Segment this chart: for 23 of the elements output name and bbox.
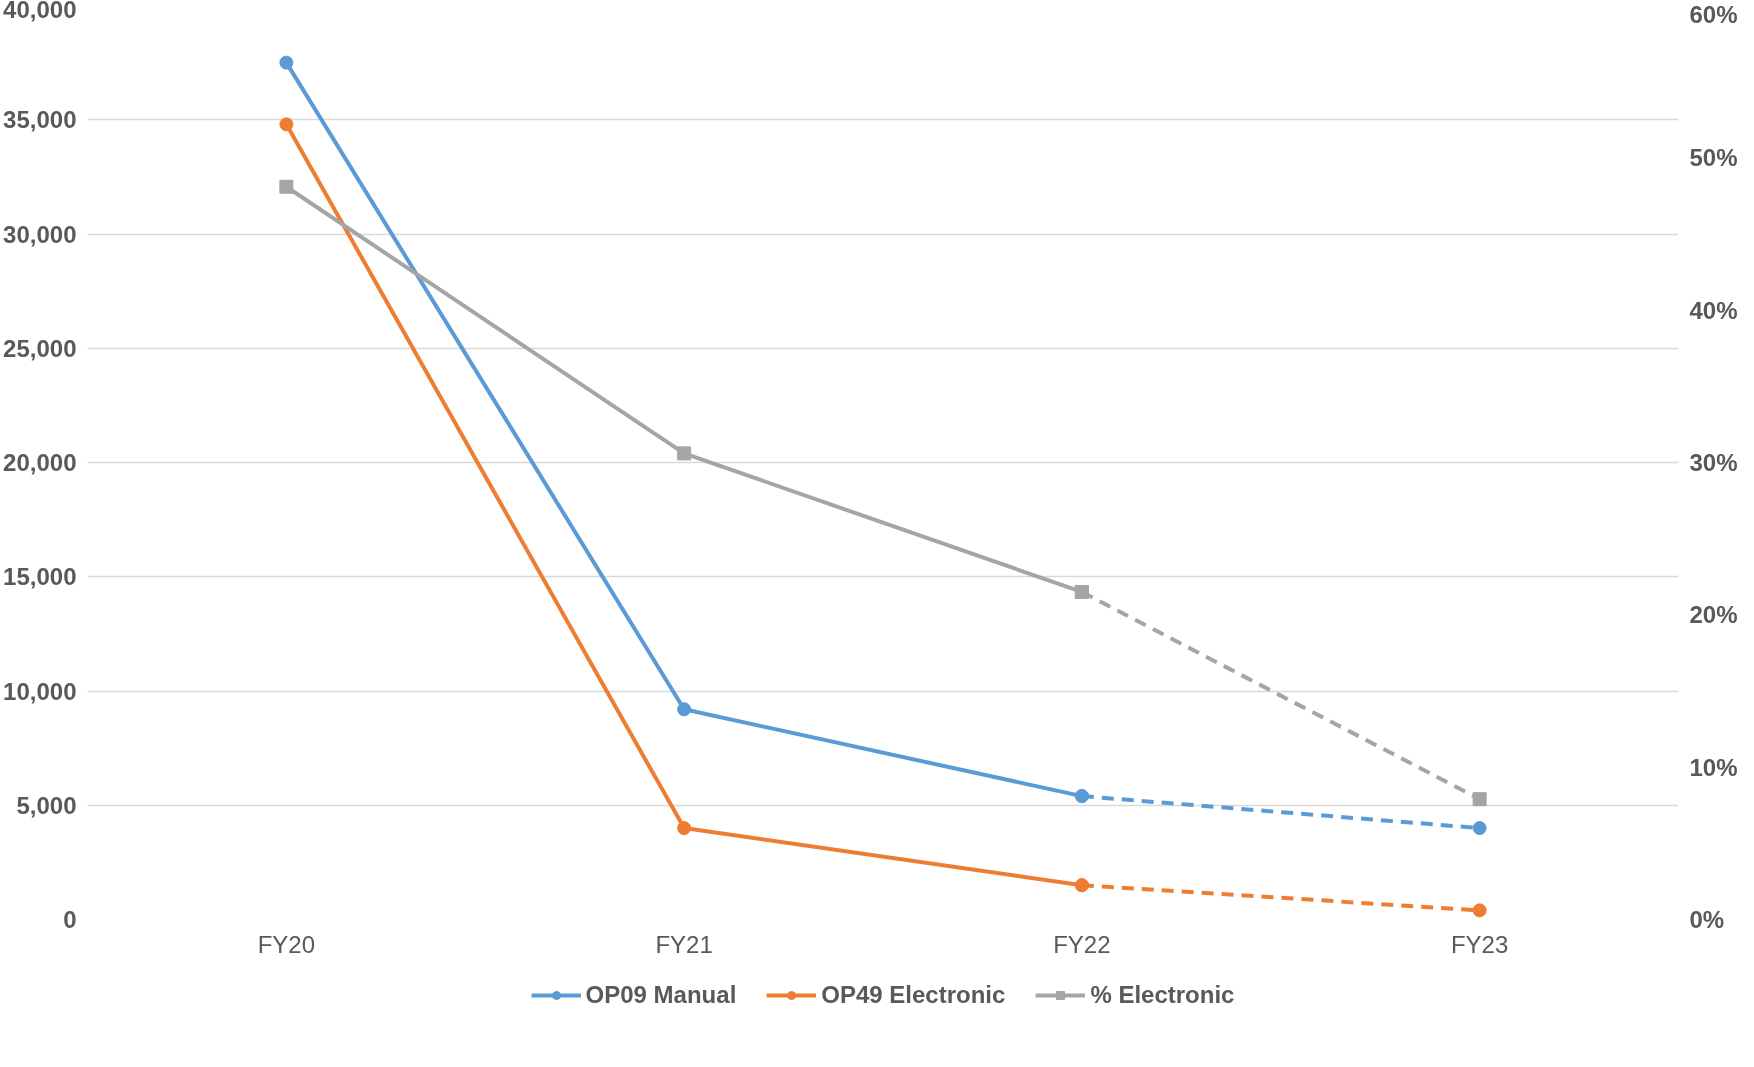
x-tick-label: FY20 (257, 930, 316, 958)
y-tick-label: 20,000 (3, 449, 77, 476)
y-tick-label: 0 (63, 906, 77, 933)
y2-tick-label: 50% (1689, 144, 1738, 172)
y2-tick-label: 20% (1689, 601, 1738, 629)
y-tick-label: 30,000 (3, 220, 77, 248)
legend-label: OP49 Electronic (821, 981, 1006, 1009)
y2-tick-label: 10% (1689, 753, 1738, 781)
x-tick-label: FY23 (1450, 930, 1509, 958)
y-tick-label: 40,000 (3, 0, 77, 23)
y-tick-label: 5,000 (16, 791, 77, 819)
y2-tick-label: 40% (1689, 296, 1738, 324)
x-tick-label: FY21 (655, 930, 713, 958)
legend-label: OP09 Manual (585, 981, 737, 1009)
y2-tick-label: 0% (1689, 906, 1725, 933)
y2-tick-label: 30% (1689, 449, 1738, 476)
legend-label: % Electronic (1090, 981, 1235, 1009)
y-tick-label: 10,000 (3, 677, 77, 705)
y-tick-label: 35,000 (3, 106, 77, 134)
y-tick-label: 25,000 (3, 334, 77, 362)
x-tick-label: FY22 (1053, 930, 1111, 958)
y-tick-label: 15,000 (3, 563, 77, 591)
y2-tick-label: 60% (1689, 0, 1738, 28)
